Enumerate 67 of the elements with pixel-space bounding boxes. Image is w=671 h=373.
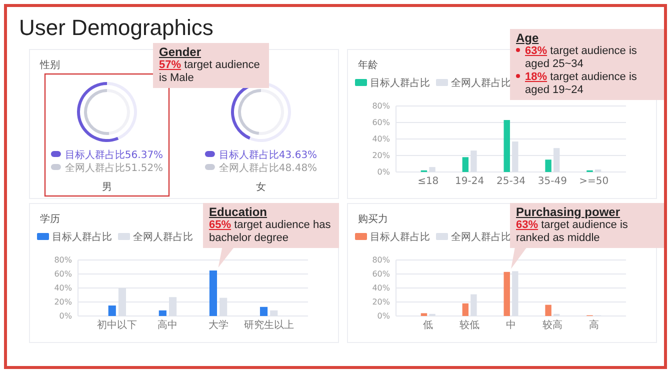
y-tick-label: 0% <box>377 312 390 321</box>
legend-label: 全网人群占比 <box>133 231 193 243</box>
x-tick-label: 初中以下 <box>97 319 138 332</box>
y-tick-label: 40% <box>372 284 390 293</box>
bar <box>158 310 166 316</box>
legend-label: 目标人群占比43.63% <box>218 149 318 161</box>
y-tick-label: 80% <box>54 256 72 265</box>
bar <box>545 160 552 172</box>
x-tick-label: >=50 <box>579 176 609 188</box>
x-tick-label: 19-24 <box>455 176 484 188</box>
text: 女 <box>256 181 266 193</box>
bar <box>270 310 278 316</box>
x-tick-label: ≤18 <box>418 176 439 188</box>
bar <box>429 167 436 172</box>
x-tick-label: 35-49 <box>538 176 567 188</box>
y-tick-label: 80% <box>372 102 390 111</box>
legend-label: 目标人群占比 <box>370 77 430 89</box>
chart-subtitle: 性别 <box>39 59 60 71</box>
y-tick-label: 40% <box>54 284 72 293</box>
legend-label: 目标人群占比56.37% <box>64 149 164 161</box>
legend-label: 全网人群占比51.52% <box>64 162 164 174</box>
x-tick-label: 研究生以上 <box>244 319 294 332</box>
text: Education <box>209 205 268 219</box>
chart-title: 学历 <box>40 213 60 225</box>
text: 57% target audience is Male <box>159 59 260 84</box>
y-tick-label: 0% <box>377 168 390 177</box>
y-tick-label: 60% <box>372 270 390 279</box>
legend-label: 全网人群占比 <box>451 77 511 89</box>
text: Purchasing power <box>516 205 622 219</box>
bar <box>108 306 116 316</box>
legend-label: 全网人群占比 <box>451 231 511 243</box>
y-tick-label: 0% <box>59 312 72 321</box>
chart-title: 年龄 <box>358 59 378 71</box>
x-tick-label: 低 <box>423 320 434 332</box>
text: Age <box>516 31 540 45</box>
bar <box>260 306 268 316</box>
legend-label: 目标人群占比 <box>52 231 112 243</box>
x-tick-label: 高 <box>588 319 599 332</box>
chart-title: 购买力 <box>358 213 388 225</box>
bar <box>504 272 510 316</box>
text: 18% target audience is aged 19~24 <box>525 71 637 96</box>
bar <box>420 313 428 316</box>
legend-label: 全网人群占比48.48% <box>218 162 318 174</box>
x-tick-label: 25-34 <box>496 176 526 188</box>
text: 男 <box>102 182 112 193</box>
x-tick-label: 中 <box>506 319 516 332</box>
bar <box>462 157 469 172</box>
x-tick-label: 大学 <box>208 319 228 332</box>
x-tick-label: 高中 <box>158 319 178 332</box>
y-tick-label: 60% <box>54 270 72 279</box>
text: Gender <box>159 45 202 59</box>
y-tick-label: 80% <box>372 256 390 265</box>
legend-label: 目标人群占比 <box>370 231 430 243</box>
bar <box>545 304 552 316</box>
y-tick-label: 20% <box>54 298 72 307</box>
bar <box>504 120 510 172</box>
x-tick-label: 较低 <box>460 319 480 332</box>
y-tick-label: 60% <box>372 118 390 128</box>
bar <box>209 270 218 316</box>
y-tick-label: 40% <box>372 134 390 144</box>
annotation: 63% target audience is ranked as middle <box>516 219 628 244</box>
x-tick-label: 较高 <box>542 319 562 332</box>
annotation: 65% target audience has bachelor degree <box>209 219 331 244</box>
chart-title: User Demographics <box>19 15 214 41</box>
y-tick-label: 20% <box>372 298 390 307</box>
y-tick-label: 20% <box>372 151 390 160</box>
bar <box>462 303 469 316</box>
